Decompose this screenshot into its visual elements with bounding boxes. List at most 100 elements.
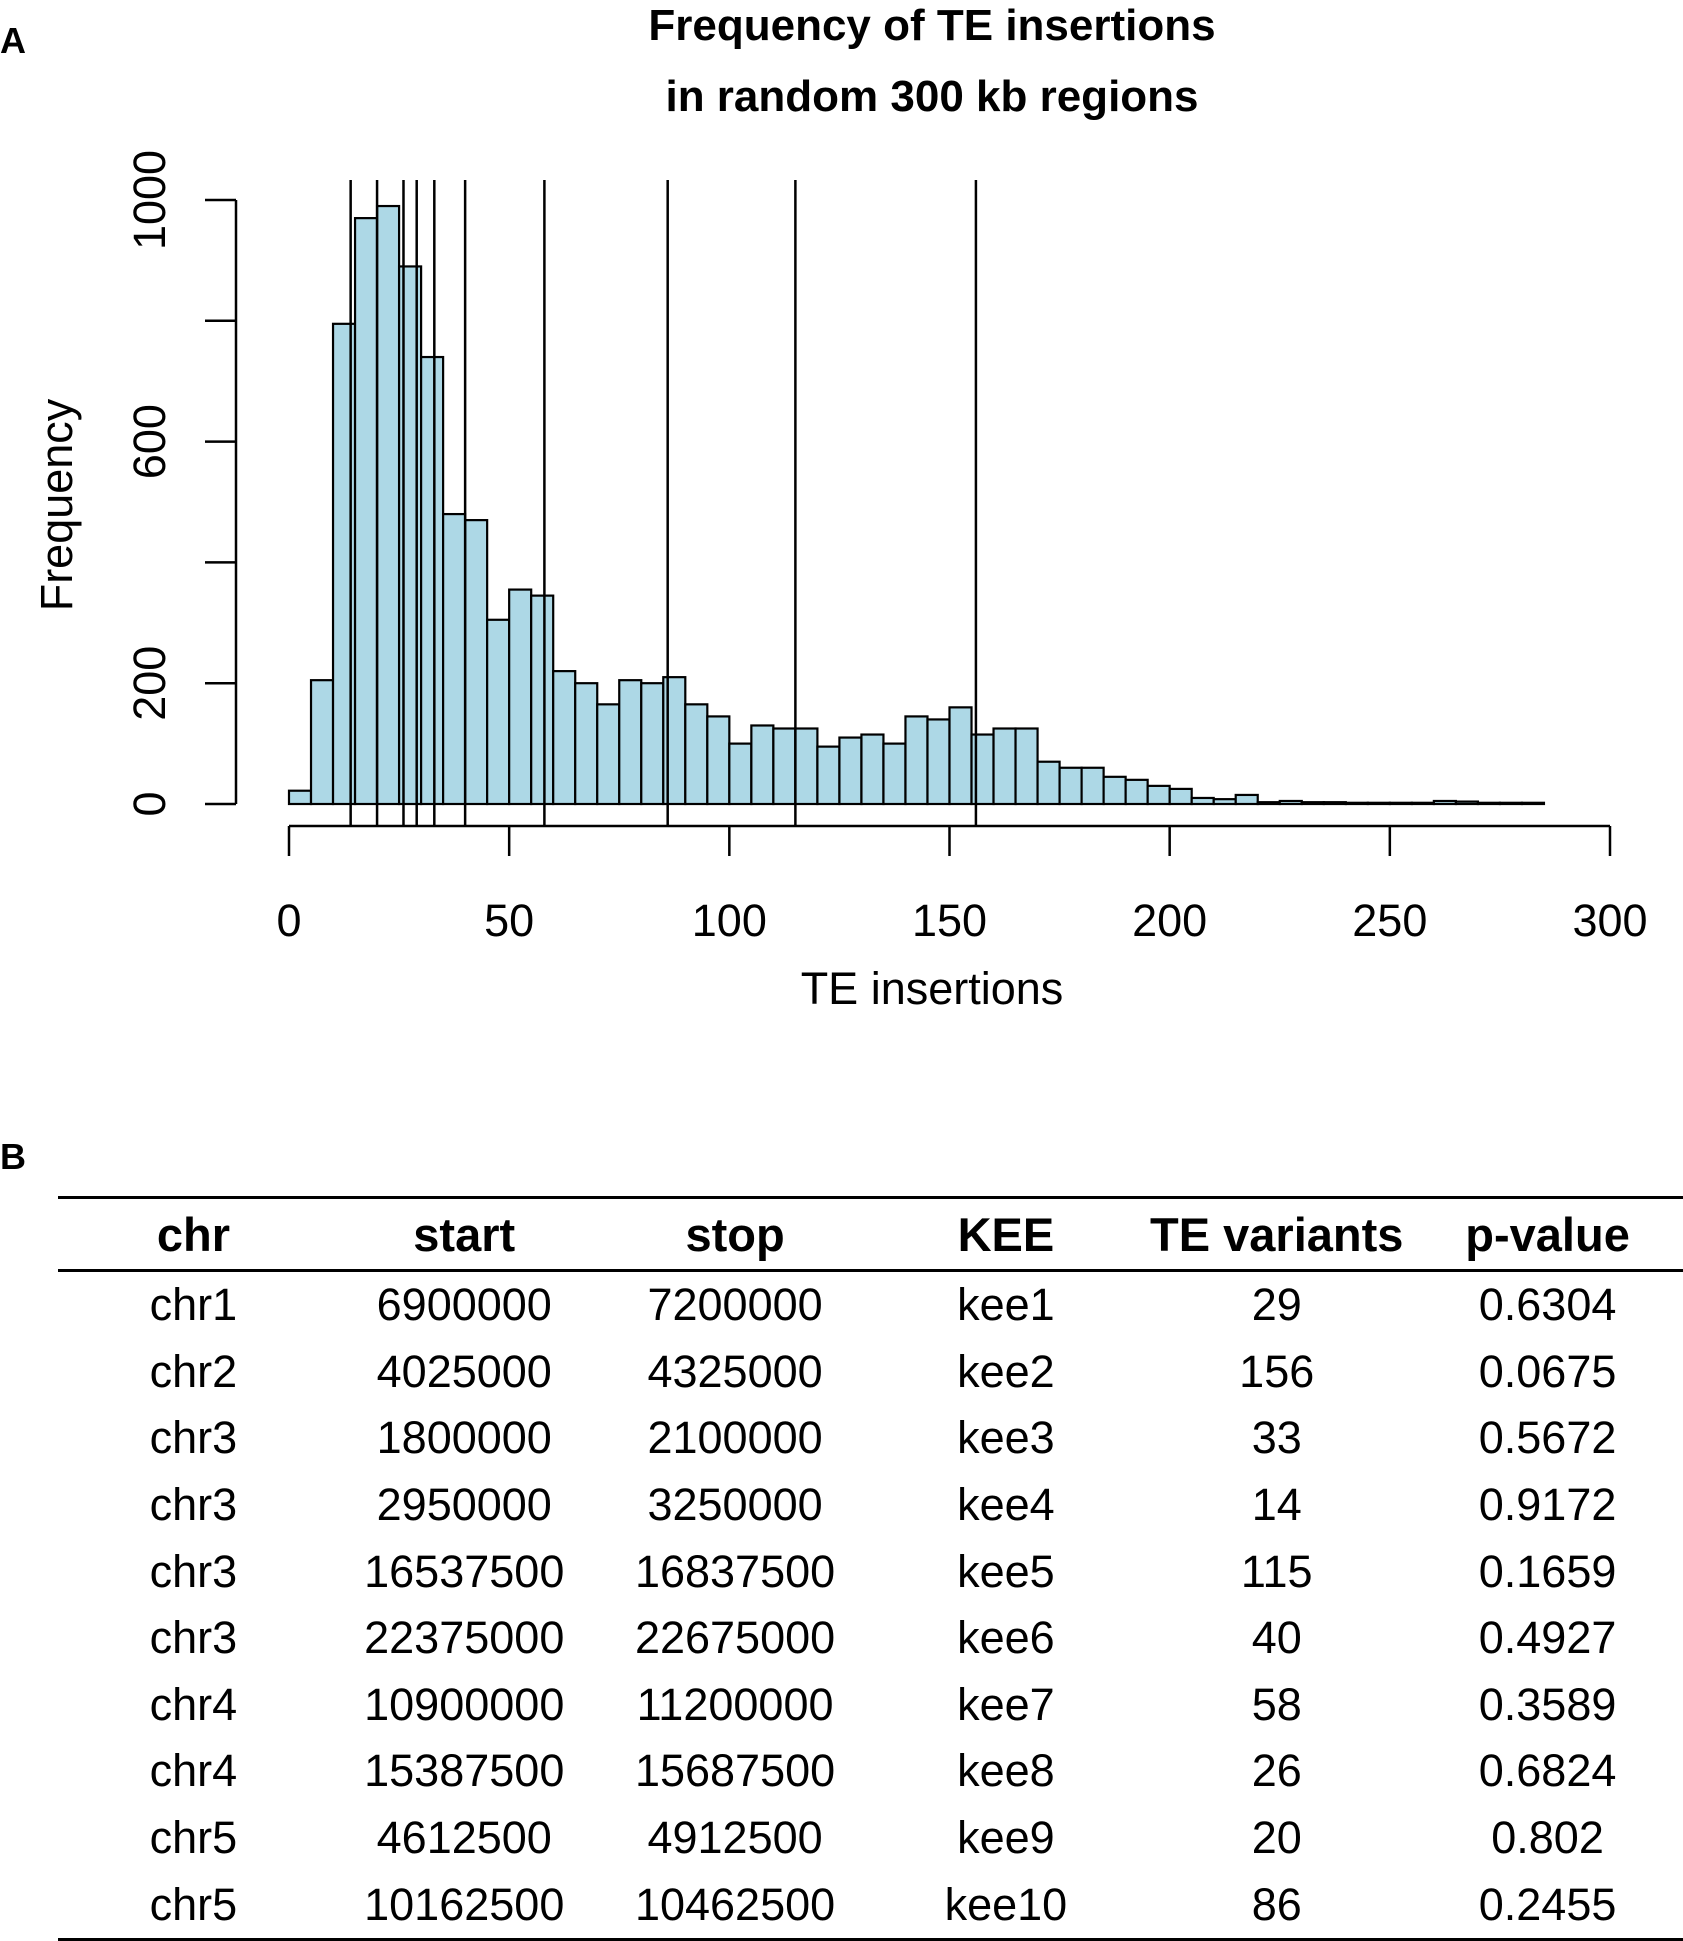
- table-cell: chr3: [149, 1612, 238, 1664]
- histogram-bar: [750, 724, 775, 806]
- histogram-bar: [904, 715, 929, 806]
- histogram-bar: [882, 742, 907, 806]
- table-cell: 11200000: [636, 1678, 834, 1730]
- y-tick-label: 200: [124, 646, 175, 721]
- reference-lines-group: [349, 180, 978, 826]
- histogram-bar: [794, 727, 819, 806]
- histogram-bar: [486, 618, 511, 806]
- panel-label-b: B: [0, 1136, 26, 1177]
- histogram-bar: [1410, 801, 1435, 806]
- table-row: chr3 16537500 16837500 kee5 115 0.1659: [58, 1538, 1683, 1605]
- table-cell: kee3: [957, 1412, 1055, 1464]
- table-cell: chr3: [149, 1412, 238, 1464]
- table-cell: kee9: [957, 1812, 1055, 1864]
- histogram-bar: [287, 789, 313, 806]
- x-tick-label: 200: [1132, 895, 1207, 946]
- table-cell: chr2: [149, 1345, 238, 1397]
- table-cell: 2950000: [376, 1479, 552, 1531]
- y-axis-label: Frequency: [31, 398, 82, 611]
- histogram-bar: [1388, 801, 1413, 806]
- table-cell: kee8: [957, 1745, 1055, 1797]
- table-row: chr3 2950000 3250000 kee4 14 0.9172: [58, 1472, 1683, 1539]
- table-cell: 22375000: [364, 1612, 565, 1664]
- table-row: chr4 10900000 11200000 kee7 58 0.3589: [58, 1672, 1683, 1739]
- table-cell: kee6: [957, 1612, 1055, 1664]
- histogram-bar: [596, 703, 621, 806]
- histogram-bar: [1080, 766, 1105, 806]
- table-cell: chr4: [149, 1745, 238, 1797]
- table-row: chr5 4612500 4912500 kee9 20 0.802: [58, 1805, 1683, 1872]
- table-cell: 3250000: [647, 1479, 823, 1531]
- histogram-bar: [1366, 801, 1391, 806]
- x-axis: 0 50 100 150 200 250 300: [276, 824, 1648, 946]
- table-cell: kee4: [957, 1479, 1055, 1531]
- table-cell: 15387500: [364, 1745, 565, 1797]
- table-cell: 10462500: [634, 1878, 836, 1930]
- histogram-bar: [1036, 760, 1061, 806]
- table-cell: 0.6304: [1478, 1279, 1617, 1331]
- table-cell: chr3: [149, 1545, 238, 1597]
- table-cell: 0.9172: [1478, 1479, 1617, 1531]
- histogram-bar: [1014, 727, 1039, 806]
- histogram-bar: [1476, 801, 1502, 806]
- table-cell: kee2: [957, 1345, 1055, 1397]
- table-cell: 4325000: [647, 1345, 823, 1397]
- chart-subtitle: in random 300 kb regions: [665, 72, 1198, 121]
- table-cell: 0.1659: [1478, 1545, 1617, 1597]
- table-cell: 4025000: [376, 1345, 552, 1397]
- table-row: chr1 6900000 7200000 kee1 29 0.6304: [58, 1271, 1683, 1339]
- histogram-bar: [992, 727, 1017, 806]
- table-cell: 0.3589: [1478, 1678, 1617, 1730]
- histogram-bar: [309, 679, 335, 806]
- table-cell: 4912500: [647, 1812, 823, 1864]
- histogram-bar: [860, 733, 885, 806]
- table-header-cell: TE variants: [1150, 1207, 1404, 1261]
- histogram-bar: [1102, 775, 1127, 806]
- table-cell: 86: [1251, 1878, 1302, 1930]
- y-axis: 0 200 600 1000: [124, 150, 238, 817]
- histogram-bar: [1300, 801, 1325, 806]
- histogram-bar: [1454, 800, 1479, 806]
- table-row: chr3 22375000 22675000 kee6 40 0.4927: [58, 1605, 1683, 1672]
- histogram-bar: [1520, 801, 1546, 806]
- histogram-bar: [1322, 801, 1347, 806]
- table-cell: 1800000: [376, 1412, 552, 1464]
- table-cell: 4612500: [376, 1812, 552, 1864]
- histogram-bar: [618, 679, 643, 806]
- histogram-bar: [1256, 801, 1281, 806]
- table-cell: 33: [1251, 1412, 1302, 1464]
- histogram-bar: [464, 519, 489, 806]
- histogram-bar: [926, 718, 951, 806]
- histogram-bar: [353, 217, 379, 806]
- histogram-bar: [1498, 801, 1524, 806]
- table-cell: 58: [1251, 1678, 1302, 1730]
- histogram-bar: [948, 706, 973, 806]
- histogram-bar: [838, 736, 863, 806]
- table-header-cell: chr: [156, 1207, 230, 1261]
- panel-label-a: A: [0, 20, 26, 61]
- table-cell: 0.4927: [1478, 1612, 1617, 1664]
- table-cell: kee5: [957, 1545, 1055, 1597]
- table-cell: chr5: [149, 1878, 238, 1930]
- histogram-bar: [772, 727, 797, 806]
- table-cell: 40: [1251, 1612, 1302, 1664]
- table-row: chr2 4025000 4325000 kee2 156 0.0675: [58, 1339, 1683, 1406]
- table-cell: chr1: [149, 1279, 238, 1331]
- kee-table: chr start stop KEE TE variants p-value chr1 69…: [58, 1196, 1683, 1941]
- kee-table-container: chr start stop KEE TE variants p-value chr1 69…: [58, 1196, 1683, 1941]
- table-cell: 115: [1240, 1545, 1313, 1597]
- histogram-bar: [816, 745, 841, 806]
- table-header-cell: start: [413, 1207, 516, 1261]
- table-cell: 156: [1239, 1345, 1315, 1397]
- histogram-bar: [508, 588, 533, 806]
- histogram-bar: [640, 682, 665, 806]
- histogram-bar: [574, 682, 599, 806]
- table-header-row: chr start stop KEE TE variants p-value: [58, 1197, 1683, 1271]
- histogram-bar: [706, 715, 731, 806]
- table-cell: 2100000: [647, 1412, 823, 1464]
- table-cell: 0.0675: [1478, 1345, 1617, 1397]
- histogram-bar: [1234, 793, 1259, 806]
- histogram-bar: [1124, 778, 1149, 806]
- histogram-bar: [1058, 766, 1083, 806]
- histogram-bar: [420, 355, 445, 806]
